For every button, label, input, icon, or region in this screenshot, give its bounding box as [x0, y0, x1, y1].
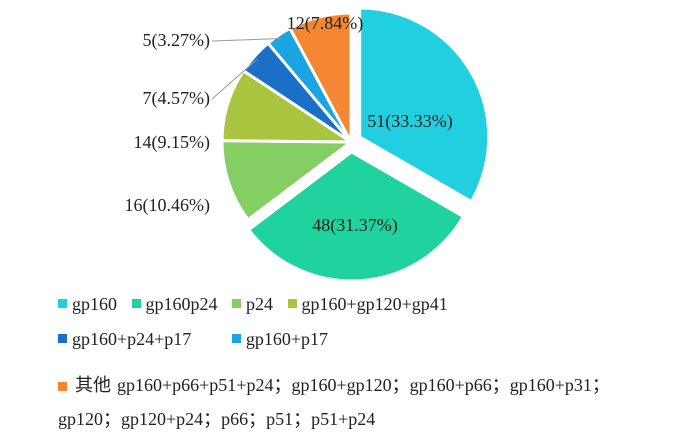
slice-label-gp160p24: 48(31.37%) [312, 215, 397, 236]
pie-slice-gp160p24 [247, 150, 465, 283]
pie-chart: 51(33.33%) 48(31.37%) 16(10.46%) 14(9.15%) 7… [125, 6, 491, 283]
legend-row-2: gp160+p24+p17 gp160+p17 [58, 325, 338, 351]
slice-label-gp160+p24+p17: 7(4.57%) [143, 88, 210, 109]
legend-label-gp160-gp120-gp41: gp160+gp120+gp41 [301, 293, 448, 314]
legend-row-1: gp160 gp160p24 p24 gp160+gp120+gp41 [58, 290, 458, 316]
legend-label-p24: p24 [246, 293, 273, 314]
legend-swatch-gp160-gp120-gp41 [287, 299, 297, 308]
legend-item-gp160: gp160 [58, 292, 117, 316]
legend-label-gp160-p17: gp160+p17 [245, 328, 328, 349]
legend-row-other: 其他 gp160+p66+p51+p24；gp160+gp120；gp160+p6… [58, 368, 658, 436]
slice-label-gp160+gp120+gp41: 14(9.15%) [134, 132, 210, 153]
leader-line-gp160+p24+p17 [211, 58, 259, 100]
slice-label-其他: 12(7.84%) [287, 13, 363, 34]
legend-item-gp160p24: gp160p24 [131, 292, 218, 316]
legend-other-detail: gp160+p66+p51+p24；gp160+gp120；gp160+p66；… [58, 375, 610, 429]
legend-swatch-other [58, 382, 67, 392]
legend-swatch-gp160p24 [131, 299, 141, 308]
legend-item-gp160-p24-p17: gp160+p24+p17 [58, 327, 191, 351]
legend-label-gp160-p24-p17: gp160+p24+p17 [72, 328, 192, 349]
legend-label-other: 其他 [75, 375, 111, 395]
legend-item-p24: p24 [232, 292, 273, 316]
slice-label-gp160: 51(33.33%) [367, 111, 452, 132]
slice-label-gp160+p17: 5(3.27%) [143, 30, 210, 51]
legend-swatch-p24 [232, 299, 241, 308]
pie-slice-p24 [220, 139, 353, 222]
legend-swatch-gp160-p24-p17 [58, 334, 67, 343]
legend-item-gp160-p17: gp160+p17 [231, 327, 328, 351]
legend-label-gp160p24: gp160p24 [145, 293, 218, 314]
pie-slice-其他 [288, 11, 353, 144]
legend-swatch-gp160-p17 [231, 334, 241, 343]
leader-line-gp160+p17 [211, 38, 281, 42]
legend-swatch-gp160 [58, 299, 67, 308]
legend-label-gp160: gp160 [72, 293, 117, 314]
legend-item-gp160-gp120-gp41: gp160+gp120+gp41 [287, 292, 448, 316]
pie-slice-gp160 [358, 6, 491, 203]
slice-label-p24: 16(10.46%) [125, 195, 210, 216]
